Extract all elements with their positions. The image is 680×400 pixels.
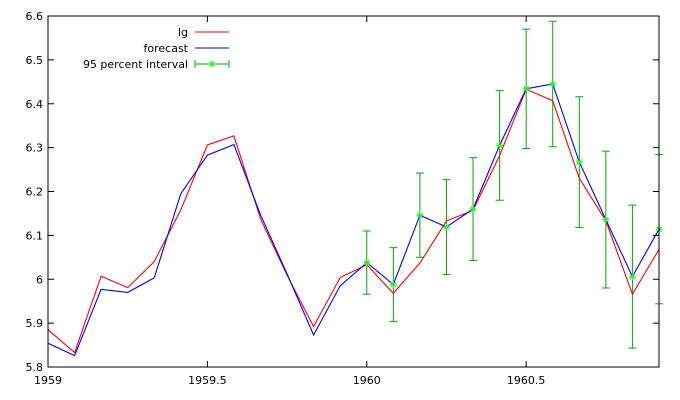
interval-marker-1: [389, 281, 397, 288]
y-tick-label-8: 6.6: [26, 10, 44, 23]
legend-marker-interval: [208, 60, 216, 68]
interval-marker-4: [469, 205, 477, 213]
interval-marker-2: [416, 211, 424, 219]
interval-marker-6: [522, 85, 530, 93]
interval-marker-0: [363, 259, 371, 267]
interval-marker-10: [628, 273, 636, 281]
plot-frame: [47, 15, 660, 368]
legend-label-lg: lg: [178, 26, 188, 39]
interval-marker-8: [575, 158, 583, 166]
series-line-lg: [47, 88, 660, 354]
y-tick-label-1: 5.9: [26, 317, 44, 330]
plot-series: [47, 20, 663, 357]
y-tick-label-4: 6.2: [26, 186, 44, 199]
interval-marker-3: [443, 223, 450, 231]
legend: lg forecast 95 percent interval: [83, 26, 230, 71]
interval-marker-9: [602, 216, 610, 224]
x-tick-label-1: 1959.5: [188, 374, 227, 387]
y-tick-label-3: 6.1: [26, 229, 44, 242]
interval-marker-7: [549, 80, 557, 88]
legend-label-forecast: forecast: [144, 42, 189, 55]
y-tick-label-0: 5.8: [26, 361, 44, 374]
y-tick-label-7: 6.5: [26, 54, 44, 67]
x-tick-label-3: 1960.5: [507, 374, 546, 387]
x-tick-label-0: 1959: [34, 374, 62, 387]
legend-label-interval: 95 percent interval: [83, 58, 188, 71]
x-tick-label-2: 1960: [353, 374, 381, 387]
y-tick-label-2: 6: [36, 273, 43, 286]
y-tick-label-5: 6.3: [26, 142, 44, 155]
interval-marker-5: [496, 141, 504, 149]
y-tick-label-6: 6.4: [26, 98, 44, 111]
series-line-forecast: [47, 83, 660, 357]
tick-labels: 5.8 5.9 6 6.1 6.2 6.3 6.4 6.5 6.6 1959 1959.5 1960 1…: [26, 10, 546, 387]
